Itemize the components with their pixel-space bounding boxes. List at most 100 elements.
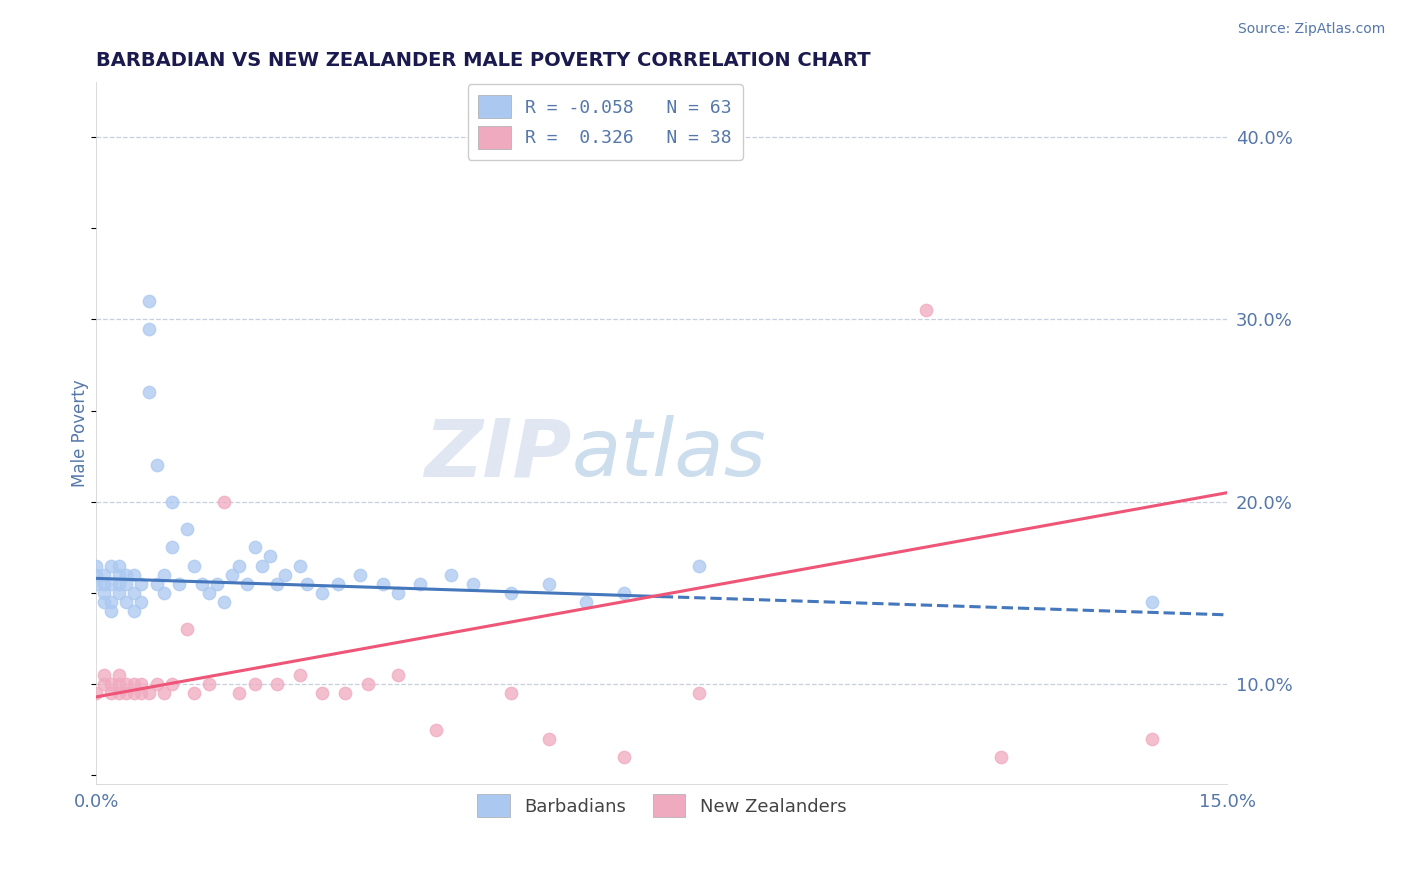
Point xyxy=(108,586,131,600)
Point xyxy=(409,577,432,591)
Point xyxy=(288,558,311,573)
Point xyxy=(93,577,115,591)
Point xyxy=(100,577,122,591)
Point xyxy=(145,577,167,591)
Point xyxy=(371,577,394,591)
Point xyxy=(266,677,288,691)
Point xyxy=(138,321,160,335)
Point xyxy=(160,495,183,509)
Point xyxy=(108,558,131,573)
Text: BARBADIAN VS NEW ZEALANDER MALE POVERTY CORRELATION CHART: BARBADIAN VS NEW ZEALANDER MALE POVERTY … xyxy=(96,51,870,70)
Point xyxy=(131,595,153,609)
Point xyxy=(138,385,160,400)
Point xyxy=(115,677,138,691)
Point xyxy=(440,567,463,582)
Point xyxy=(93,595,115,609)
Point xyxy=(153,586,176,600)
Point xyxy=(122,677,145,691)
Point xyxy=(176,623,198,637)
Point xyxy=(138,686,160,700)
Point xyxy=(198,586,221,600)
Point xyxy=(537,731,560,746)
Point xyxy=(108,677,131,691)
Point xyxy=(115,567,138,582)
Point xyxy=(689,558,711,573)
Point xyxy=(259,549,281,564)
Point xyxy=(160,541,183,555)
Point xyxy=(575,595,598,609)
Point xyxy=(914,303,936,318)
Point xyxy=(266,577,288,591)
Point xyxy=(131,577,153,591)
Point xyxy=(228,558,250,573)
Point xyxy=(198,677,221,691)
Point xyxy=(115,686,138,700)
Point xyxy=(613,586,636,600)
Point xyxy=(84,558,107,573)
Point xyxy=(311,686,333,700)
Point xyxy=(236,577,259,591)
Legend: Barbadians, New Zealanders: Barbadians, New Zealanders xyxy=(470,787,853,824)
Point xyxy=(243,677,266,691)
Point xyxy=(108,686,131,700)
Point xyxy=(214,595,236,609)
Point xyxy=(122,567,145,582)
Point xyxy=(1140,595,1163,609)
Point xyxy=(160,677,183,691)
Point xyxy=(387,586,409,600)
Point xyxy=(122,686,145,700)
Point xyxy=(613,750,636,764)
Point xyxy=(108,668,131,682)
Point xyxy=(205,577,228,591)
Point xyxy=(297,577,319,591)
Point xyxy=(311,586,333,600)
Point xyxy=(349,567,371,582)
Point xyxy=(183,686,205,700)
Point xyxy=(243,541,266,555)
Point xyxy=(138,294,160,309)
Point xyxy=(1140,731,1163,746)
Point xyxy=(108,577,131,591)
Point xyxy=(84,567,107,582)
Point xyxy=(167,577,190,591)
Point xyxy=(357,677,380,691)
Text: ZIP: ZIP xyxy=(425,416,571,493)
Point xyxy=(176,522,198,536)
Point xyxy=(93,567,115,582)
Text: atlas: atlas xyxy=(571,416,766,493)
Point xyxy=(153,567,176,582)
Point xyxy=(537,577,560,591)
Point xyxy=(93,586,115,600)
Point xyxy=(990,750,1012,764)
Point xyxy=(108,567,131,582)
Point xyxy=(122,586,145,600)
Point xyxy=(288,668,311,682)
Text: Source: ZipAtlas.com: Source: ZipAtlas.com xyxy=(1237,22,1385,37)
Point xyxy=(250,558,273,573)
Point xyxy=(214,495,236,509)
Point xyxy=(274,567,297,582)
Point xyxy=(499,686,522,700)
Point xyxy=(93,677,115,691)
Point xyxy=(100,558,122,573)
Point xyxy=(221,567,243,582)
Point xyxy=(84,577,107,591)
Point xyxy=(115,577,138,591)
Point xyxy=(131,686,153,700)
Point xyxy=(100,677,122,691)
Point xyxy=(100,686,122,700)
Point xyxy=(463,577,485,591)
Point xyxy=(100,595,122,609)
Point xyxy=(326,577,349,591)
Point xyxy=(153,686,176,700)
Point xyxy=(333,686,356,700)
Point xyxy=(115,595,138,609)
Point xyxy=(689,686,711,700)
Point xyxy=(191,577,214,591)
Point xyxy=(100,604,122,618)
Point xyxy=(131,677,153,691)
Point xyxy=(145,458,167,473)
Point xyxy=(499,586,522,600)
Point xyxy=(122,604,145,618)
Y-axis label: Male Poverty: Male Poverty xyxy=(72,380,89,487)
